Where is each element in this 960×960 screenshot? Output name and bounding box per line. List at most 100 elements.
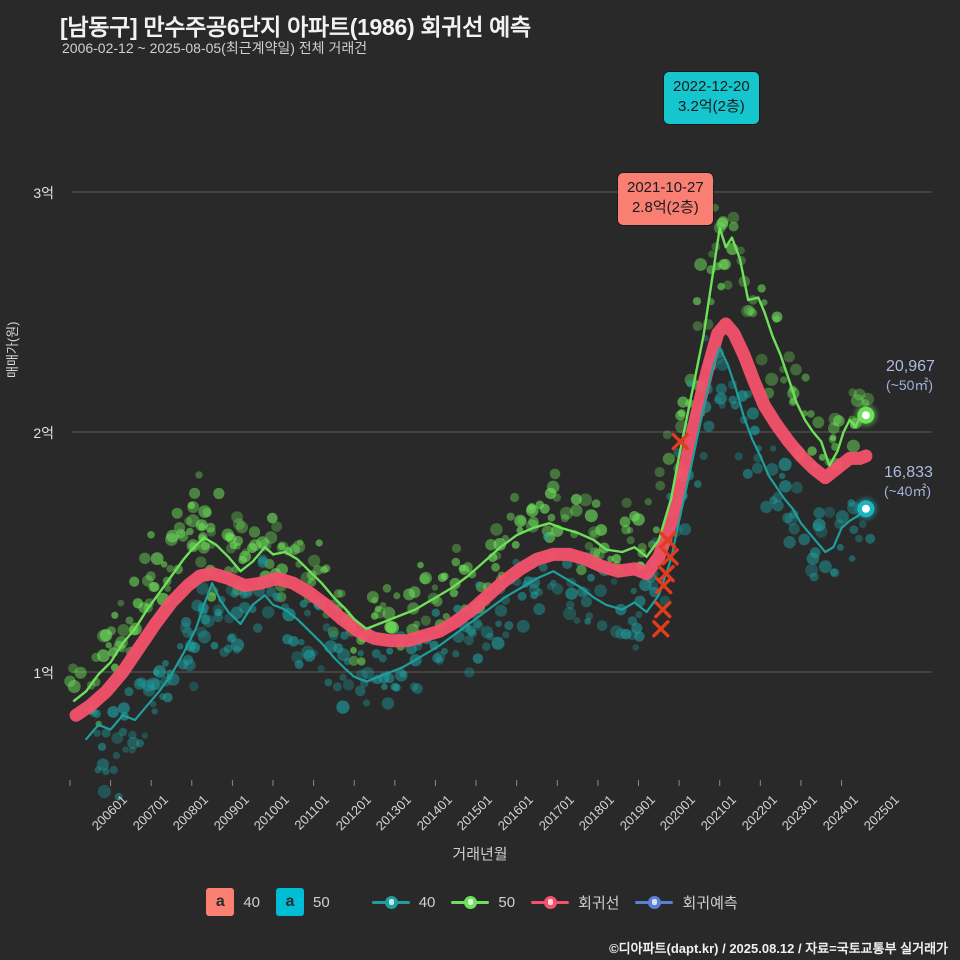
scatter-point (189, 681, 199, 692)
scatter-point (384, 673, 395, 684)
scatter-point (830, 568, 838, 577)
scatter-point (213, 612, 224, 623)
scatter-point (308, 554, 321, 567)
scatter-point (493, 551, 502, 560)
scatter-point (417, 561, 424, 569)
scatter-point (807, 446, 817, 456)
scatter-point (511, 540, 520, 549)
scatter-point (395, 668, 408, 682)
scatter-point (544, 487, 557, 500)
scatter-point (259, 538, 272, 552)
scatter-point (200, 614, 211, 625)
scatter-point (848, 555, 856, 562)
x-axis-label: 거래년월 (452, 846, 508, 863)
scatter-point (129, 576, 140, 587)
scatter-point (542, 533, 551, 541)
scatter-point (304, 609, 311, 617)
scatter-point (299, 599, 308, 608)
scatter-point (68, 663, 78, 674)
scatter-point (342, 679, 355, 691)
scatter-point (282, 634, 293, 645)
scatter-point (355, 685, 366, 697)
legend-marker-dot (648, 896, 662, 909)
scatter-point (596, 620, 608, 631)
scatter-point (378, 654, 387, 663)
scatter-point (205, 522, 216, 533)
scatter-point (300, 571, 314, 585)
scatter-point (102, 768, 110, 776)
scatter-point (584, 509, 598, 523)
legend-marker-50[interactable]: 50 (451, 893, 531, 911)
y-tick-label-2: 3억 (33, 185, 54, 201)
scatter-point (362, 699, 371, 707)
scatter-point (151, 678, 163, 690)
scatter-point (846, 439, 860, 453)
scatter-point (93, 729, 101, 737)
scatter-point (549, 468, 561, 480)
scatter-point (324, 678, 333, 687)
scatter-point (819, 560, 832, 574)
scatter-point (213, 487, 225, 500)
scatter-point (296, 539, 304, 546)
legend-marker-regression[interactable]: 회귀선 (531, 892, 635, 913)
scatter-point (834, 519, 844, 529)
scatter-point (144, 598, 155, 608)
legend-marker-prediction[interactable]: 회귀예측 (635, 892, 753, 913)
scatter-point (723, 280, 733, 290)
scatter-point (565, 600, 575, 610)
scatter-point (538, 562, 548, 572)
endpoint-core-endpoint-50 (861, 411, 870, 420)
scatter-point (812, 518, 826, 532)
legend-marker-dot (464, 896, 478, 909)
scatter-point (117, 624, 130, 637)
scatter-point (506, 512, 515, 521)
legend-marker-40[interactable]: 40 (371, 893, 452, 911)
scatter-point (412, 683, 423, 694)
legend-swatch-50[interactable]: a 50 (276, 888, 346, 916)
scatter-point (212, 604, 225, 616)
scatter-point (576, 586, 588, 598)
scatter-point (734, 452, 743, 461)
scatter-point (589, 547, 601, 558)
scatter-point (610, 578, 618, 585)
scatter-point (865, 533, 876, 544)
scatter-point (278, 542, 286, 550)
scatter-point (452, 650, 460, 658)
scatter-point (757, 284, 766, 293)
scatter-point (611, 554, 622, 564)
scatter-point (675, 410, 686, 421)
scatter-point (861, 392, 875, 406)
scatter-point (256, 536, 269, 549)
scatter-point (202, 614, 215, 628)
scatter-point (468, 629, 477, 638)
scatter-point (791, 481, 803, 494)
scatter-point (67, 680, 81, 693)
scatter-point (765, 372, 779, 386)
scatter-point (264, 531, 278, 544)
end-label-area: (~50㎡) (886, 377, 934, 393)
scatter-point (230, 590, 239, 598)
scatter-point (187, 501, 196, 510)
scatter-point (382, 584, 392, 593)
scatter-point (109, 765, 118, 775)
scatter-point (694, 258, 707, 271)
scatter-point (307, 577, 317, 587)
scatter-point (629, 511, 640, 522)
scatter-point (291, 651, 304, 664)
end-label-50: 20,967 (~50㎡) (886, 357, 935, 395)
end-label-area: (~40㎡) (884, 483, 932, 499)
page-subtitle: 2006-02-12 ~ 2025-08-05(최근계약일) 전체 거래건 (62, 40, 368, 56)
scatter-point (188, 542, 197, 551)
scatter-point (631, 622, 643, 634)
scatter-point (431, 608, 440, 617)
scatter-point (230, 638, 245, 652)
scatter-point (652, 526, 660, 534)
scatter-point (225, 543, 236, 554)
scatter-point (849, 525, 859, 534)
legend-swatch-40[interactable]: a 40 (206, 888, 276, 916)
scatter-point (162, 692, 173, 703)
scatter-point (294, 660, 304, 669)
scatter-point (184, 517, 193, 526)
scatter-point (357, 657, 366, 666)
annotation-date: 2022-12-20 (673, 78, 750, 95)
